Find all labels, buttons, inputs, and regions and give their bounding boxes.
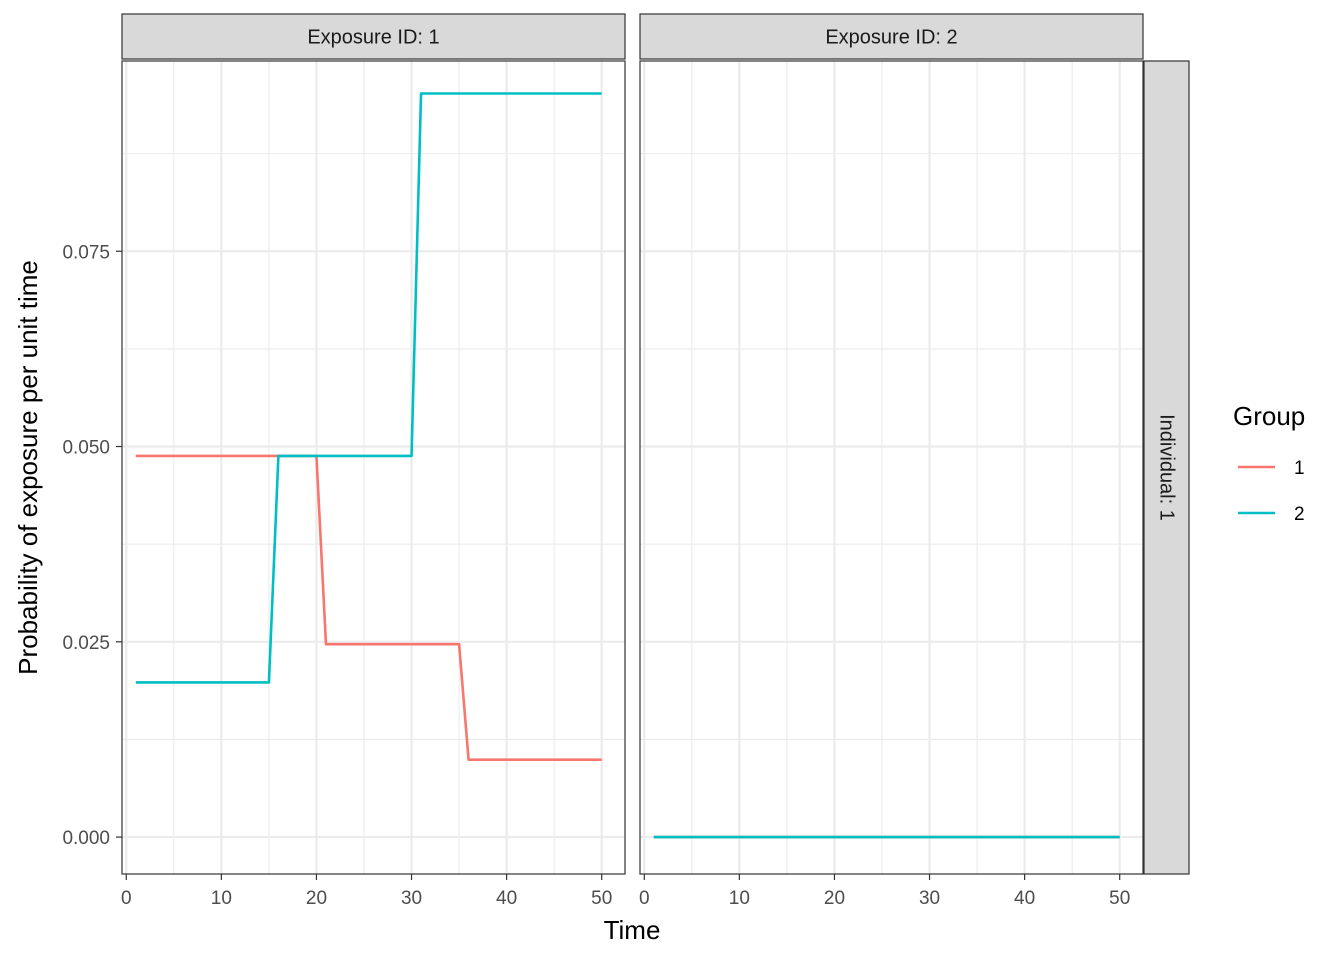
panel-background <box>122 61 625 874</box>
row-strip: Individual: 1 <box>1143 60 1190 875</box>
column-strip-label: Exposure ID: 1 <box>307 27 439 49</box>
legend-item-group-1: 1 <box>1238 458 1305 479</box>
panel-border <box>639 60 1144 875</box>
x-tick-label: 20 <box>306 888 327 909</box>
column-strip-label: Exposure ID: 2 <box>825 27 957 49</box>
x-tick-label: 50 <box>1109 888 1130 909</box>
x-tick-label: 30 <box>401 888 422 909</box>
column-strip-background <box>639 13 1144 60</box>
x-tick-label: 0 <box>639 888 650 909</box>
legend-title: Group <box>1233 401 1305 431</box>
row-strip-background <box>1143 60 1190 875</box>
y-tick-label: 0.000 <box>62 828 110 849</box>
column-strip-background <box>121 13 626 60</box>
row-strip-label: Individual: 1 <box>1156 414 1178 521</box>
y-tick-label: 0.075 <box>62 242 110 263</box>
x-tick-label: 10 <box>729 888 750 909</box>
y-axis-title: Probability of exposure per unit time <box>13 260 43 675</box>
legend-label: 2 <box>1294 504 1305 525</box>
series-line-group-2 <box>135 92 602 684</box>
x-tick-label: 40 <box>1014 888 1035 909</box>
legend: Group 12 <box>1233 401 1305 525</box>
panels-layer: Exposure ID: 1 0 10 20 30 40 50 0.000 0.025 0.050… <box>62 13 1144 909</box>
panel-border <box>121 60 626 875</box>
panel-background <box>640 61 1143 874</box>
legend-label: 1 <box>1294 458 1305 479</box>
x-tick-label: 40 <box>496 888 517 909</box>
x-axis-title: Time <box>604 915 661 945</box>
x-tick-label: 10 <box>211 888 232 909</box>
panel-1: Exposure ID: 1 0 10 20 30 40 50 0.000 0.025 0.050… <box>62 13 626 909</box>
legend-item-group-2: 2 <box>1238 504 1305 525</box>
x-tick-label: 20 <box>824 888 845 909</box>
x-tick-label: 0 <box>121 888 132 909</box>
panel-2: Exposure ID: 2 0 10 20 30 40 50 <box>639 13 1144 909</box>
x-tick-label: 30 <box>919 888 940 909</box>
y-tick-label: 0.050 <box>62 438 110 459</box>
x-tick-label: 50 <box>591 888 612 909</box>
legend-items: 12 <box>1238 458 1305 525</box>
y-tick-label: 0.025 <box>62 633 110 654</box>
